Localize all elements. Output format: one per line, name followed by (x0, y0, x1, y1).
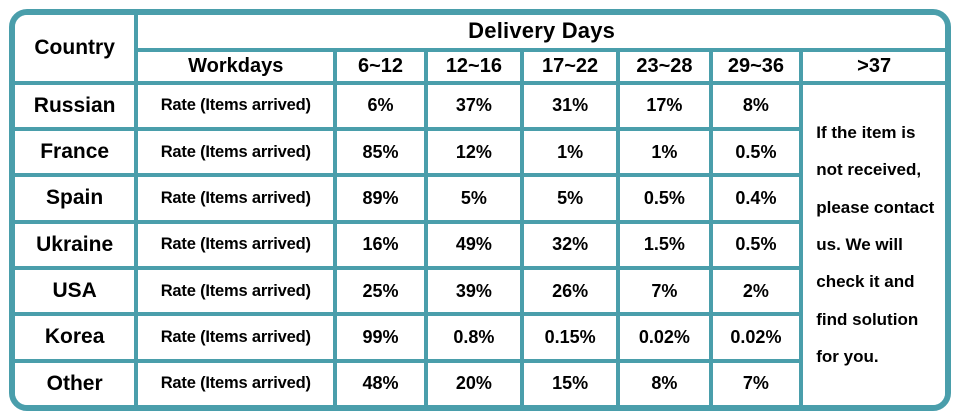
value-cell: 0.02% (708, 312, 804, 363)
table-row-russian: Russian Rate (Items arrived) 6% 37% 31% … (15, 80, 945, 405)
value-cell: 48% (333, 358, 428, 405)
table-row-ukraine: Ukraine Rate (Items arrived) 16% 49% 32%… (15, 219, 945, 270)
value-cell: 2% (708, 265, 804, 317)
col-header-range-12-16: 12~16 (423, 47, 525, 85)
col-header-range-17-22: 17~22 (519, 47, 621, 85)
country-cell: Russian (15, 80, 139, 131)
table-row-other: Other Rate (Items arrived) 48% 20% 15% 8… (15, 358, 945, 405)
value-cell: 0.5% (616, 173, 713, 224)
rate-label-cell: Rate (Items arrived) (134, 80, 338, 131)
value-cell: 1% (616, 126, 713, 178)
value-cell: 32% (519, 219, 621, 270)
table-row-usa: USA Rate (Items arrived) 25% 39% 26% 7% … (15, 265, 945, 317)
value-cell: 1.5% (616, 219, 713, 270)
table-title: Delivery Days (134, 15, 945, 52)
rate-label-cell: Rate (Items arrived) (134, 173, 338, 224)
value-cell: 0.5% (708, 126, 804, 178)
country-header: Country (15, 15, 139, 85)
table-row-spain: Spain Rate (Items arrived) 89% 5% 5% 0.5… (15, 173, 945, 224)
value-cell: 39% (423, 265, 525, 317)
value-cell: 99% (333, 312, 428, 363)
delivery-days-table: Country Delivery Days Workdays 6~12 12~1… (9, 9, 951, 411)
value-cell: 16% (333, 219, 428, 270)
value-cell: 15% (519, 358, 621, 405)
value-cell: 37% (423, 80, 525, 131)
value-cell: 12% (423, 126, 525, 178)
header-row-columns: Workdays 6~12 12~16 17~22 23~28 29~36 >3… (15, 47, 945, 85)
value-cell: 7% (708, 358, 804, 405)
contact-note: If the item is not received, please cont… (799, 80, 945, 405)
col-header-range-29-36: 29~36 (708, 47, 804, 85)
col-header-workdays: Workdays (134, 47, 338, 85)
value-cell: 20% (423, 358, 525, 405)
rate-label-cell: Rate (Items arrived) (134, 312, 338, 363)
table-row-korea: Korea Rate (Items arrived) 99% 0.8% 0.15… (15, 312, 945, 363)
value-cell: 5% (519, 173, 621, 224)
country-cell: Korea (15, 312, 139, 363)
value-cell: 5% (423, 173, 525, 224)
value-cell: 8% (708, 80, 804, 131)
country-cell: USA (15, 265, 139, 317)
value-cell: 0.8% (423, 312, 525, 363)
col-header-over-37: >37 (799, 47, 945, 85)
value-cell: 85% (333, 126, 428, 178)
value-cell: 1% (519, 126, 621, 178)
country-cell: France (15, 126, 139, 178)
value-cell: 0.02% (616, 312, 713, 363)
rate-label-cell: Rate (Items arrived) (134, 126, 338, 178)
value-cell: 17% (616, 80, 713, 131)
table-row-france: France Rate (Items arrived) 85% 12% 1% 1… (15, 126, 945, 178)
rate-label-cell: Rate (Items arrived) (134, 358, 338, 405)
header-row-title: Country Delivery Days (15, 15, 945, 85)
value-cell: 89% (333, 173, 428, 224)
value-cell: 8% (616, 358, 713, 405)
value-cell: 25% (333, 265, 428, 317)
value-cell: 49% (423, 219, 525, 270)
value-cell: 0.15% (519, 312, 621, 363)
value-cell: 31% (519, 80, 621, 131)
rate-label-cell: Rate (Items arrived) (134, 265, 338, 317)
col-header-range-6-12: 6~12 (333, 47, 428, 85)
country-cell: Other (15, 358, 139, 405)
value-cell: 7% (616, 265, 713, 317)
rate-label-cell: Rate (Items arrived) (134, 219, 338, 270)
value-cell: 6% (333, 80, 428, 131)
country-cell: Ukraine (15, 219, 139, 270)
country-cell: Spain (15, 173, 139, 224)
col-header-range-23-28: 23~28 (616, 47, 713, 85)
value-cell: 0.5% (708, 219, 804, 270)
value-cell: 0.4% (708, 173, 804, 224)
value-cell: 26% (519, 265, 621, 317)
